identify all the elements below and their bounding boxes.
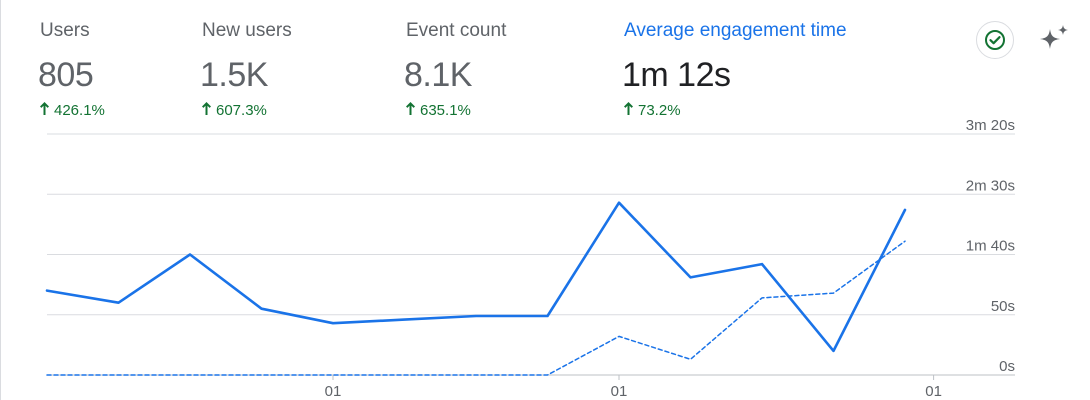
series-line-current: [45, 201, 907, 353]
metric-label: New users: [202, 20, 292, 41]
y-tick-label: 1m 40s: [966, 238, 1015, 255]
metric-change-value: 607.3%: [216, 102, 267, 119]
y-tick-label: 2m 30s: [966, 177, 1015, 194]
y-tick-label: 3m 20s: [966, 117, 1015, 134]
arrow-up-icon: [40, 102, 49, 119]
sparkle-icon: [1040, 25, 1068, 49]
card-border: [0, 0, 1, 400]
metric-label: Event count: [406, 20, 507, 41]
metric-label: Users: [40, 20, 90, 41]
sparkle-button[interactable]: [1036, 21, 1074, 59]
metric-label: Average engagement time: [624, 20, 847, 41]
y-tick-label: 50s: [991, 298, 1015, 315]
check-circle-button[interactable]: [976, 21, 1014, 59]
y-tick-label: 0s: [999, 358, 1015, 375]
check-circle-icon: [985, 30, 1005, 50]
metric-value: 8.1K: [404, 56, 472, 94]
metric-value: 1.5K: [200, 56, 268, 94]
metric-change: 607.3%: [202, 102, 267, 119]
arrow-up-icon: [202, 102, 211, 119]
x-tick-label: 01: [611, 383, 628, 400]
metric-change: 73.2%: [624, 102, 681, 119]
arrow-up-icon: [624, 102, 633, 119]
arrow-up-icon: [406, 102, 415, 119]
metric-change: 635.1%: [406, 102, 471, 119]
metric-value: 805: [38, 56, 94, 94]
metric-value: 1m 12s: [622, 56, 731, 94]
x-tick-label: 01: [925, 383, 942, 400]
metric-change-value: 426.1%: [54, 102, 105, 119]
metric-change-value: 73.2%: [638, 102, 681, 119]
metric-change: 426.1%: [40, 102, 105, 119]
metric-change-value: 635.1%: [420, 102, 471, 119]
series-line-comparison: [46, 240, 906, 376]
x-tick-label: 01: [325, 383, 342, 400]
